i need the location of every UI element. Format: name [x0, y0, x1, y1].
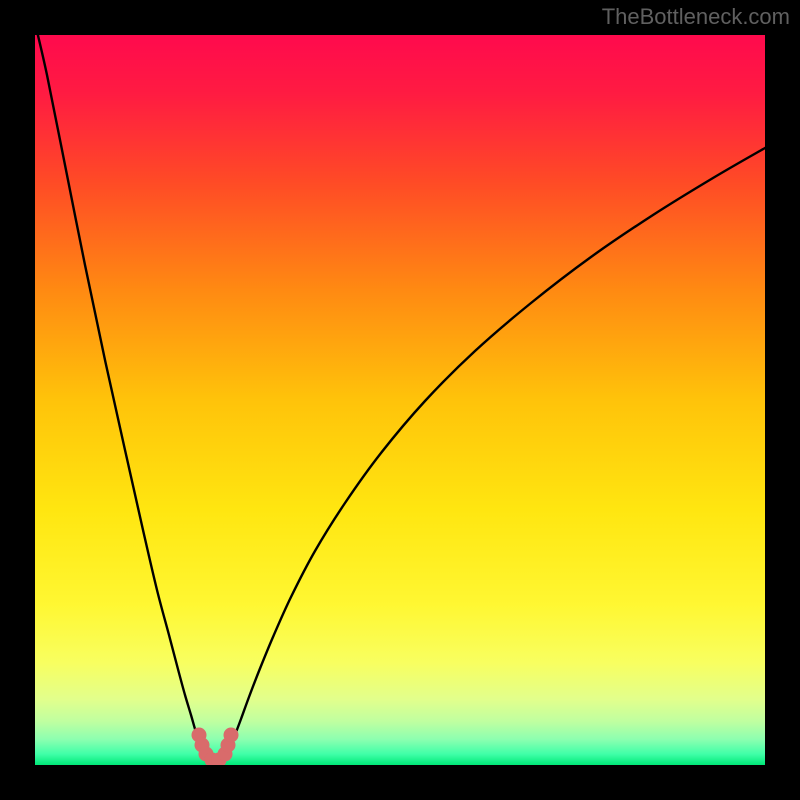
chart-stage: TheBottleneck.com — [0, 0, 800, 800]
bottleneck-chart — [0, 0, 800, 800]
marker-dot — [224, 728, 239, 743]
plot-area — [35, 23, 783, 768]
watermark-text: TheBottleneck.com — [602, 4, 790, 30]
gradient-background — [35, 35, 765, 765]
